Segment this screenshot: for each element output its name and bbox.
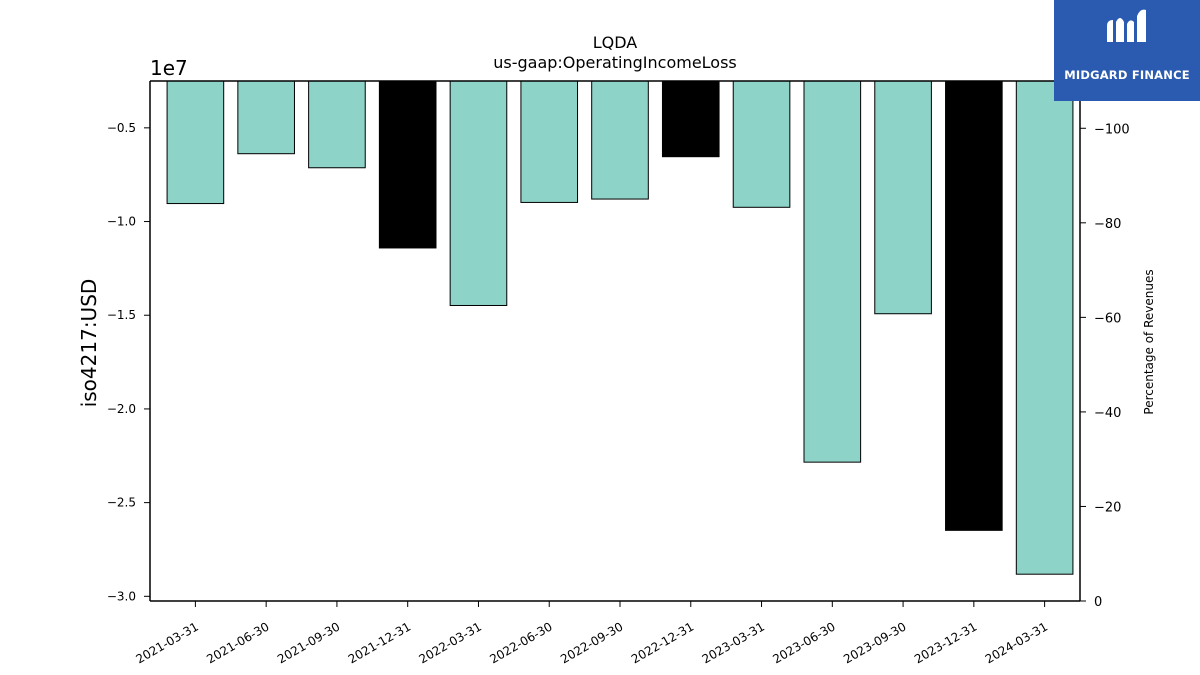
x-tick-label-2021-09-30: 2021-09-30 [275, 619, 342, 666]
x-tick-label-2022-09-30: 2022-09-30 [558, 619, 625, 666]
bar-2023-09-30 [874, 80, 932, 315]
bar-2023-03-31 [732, 80, 791, 208]
bar-2022-06-30 [520, 80, 579, 203]
y2-tick-label-1: −80 [1094, 217, 1121, 232]
chart-title: LQDA [593, 33, 638, 52]
y2-tick-label-2: −60 [1094, 311, 1121, 326]
x-tick-label-2023-12-31: 2023-12-31 [912, 619, 979, 666]
bar-2021-06-30 [237, 80, 295, 155]
y2-tick-label-3: −40 [1094, 406, 1121, 421]
x-tick-label-2024-03-31: 2024-03-31 [983, 619, 1050, 666]
midgard-logo-icon [1107, 9, 1146, 43]
bar-2021-12-31 [378, 80, 437, 249]
x-tick-label-2023-03-31: 2023-03-31 [700, 619, 767, 666]
x-tick-label-2021-12-31: 2021-12-31 [346, 619, 413, 666]
chart-subtitle: us-gaap:OperatingIncomeLoss [493, 53, 737, 72]
x-tick-label-2022-03-31: 2022-03-31 [417, 619, 484, 666]
bar-2023-12-31 [945, 80, 1003, 531]
y-tick-label-4: −2.5 [107, 496, 136, 510]
x-tick-label-2023-09-30: 2023-09-30 [841, 619, 908, 666]
y2-tick-label-0: −100 [1094, 122, 1130, 137]
bar-2021-09-30 [308, 80, 366, 169]
x-tick-label-2023-06-30: 2023-06-30 [770, 619, 837, 666]
y-offset-label: 1e7 [150, 56, 188, 80]
midgard-logo: MIDGARD FINANCE [1054, 0, 1200, 101]
bar-2021-03-31 [166, 80, 225, 205]
bar-2022-03-31 [449, 80, 508, 306]
y2-tick-label-5: 0 [1094, 595, 1102, 610]
x-tick-label-2021-06-30: 2021-06-30 [204, 619, 271, 666]
y-tick-label-1: −1.0 [107, 215, 136, 229]
x-tick-label-2021-03-31: 2021-03-31 [133, 619, 200, 666]
x-tick-label-2022-06-30: 2022-06-30 [487, 619, 554, 666]
y2-axis-label: Percentage of Revenues [1142, 269, 1156, 414]
bar-2022-09-30 [591, 80, 649, 200]
bar-2022-12-31 [661, 80, 720, 158]
y-tick-label-5: −3.0 [107, 589, 136, 603]
y-tick-label-0: −0.5 [107, 121, 136, 135]
x-tick-label-2022-12-31: 2022-12-31 [629, 619, 696, 666]
y-tick-label-3: −2.0 [107, 402, 136, 416]
y-tick-label-2: −1.5 [107, 308, 136, 322]
bar-2023-06-30 [803, 80, 862, 463]
logo-text: MIDGARD FINANCE [1064, 68, 1190, 82]
bar-2024-03-31 [1015, 80, 1074, 575]
y-axis-label: iso4217:USD [77, 279, 101, 408]
y2-tick-label-4: −20 [1094, 500, 1121, 515]
